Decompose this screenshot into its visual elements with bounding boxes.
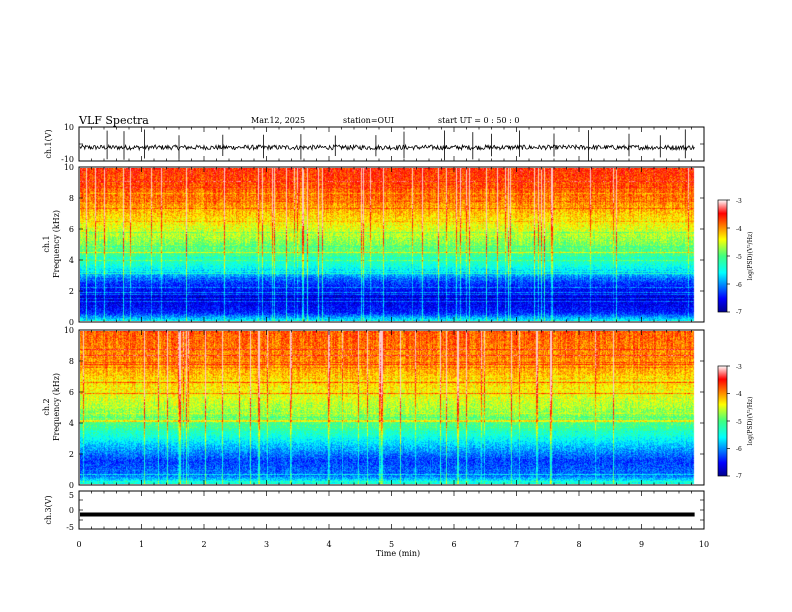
x-axis-tick-label: 1 <box>139 540 144 549</box>
ch2-spectrogram-panel: 0 2 4 6 8 10 ch.2Frequency (kHz) -3 -4 -… <box>42 326 754 490</box>
ch1-spectrogram-ytick-8: 8 <box>69 194 74 203</box>
ch1-waveform-ticks <box>78 127 705 161</box>
ch1-spectrogram-panel: 0 2 4 6 8 10 ch.1Frequency (kHz) -3 -4 -… <box>42 163 754 327</box>
ch1-spectrogram-ytick-6: 6 <box>69 225 74 234</box>
ch1-colorbar-tick-m5: -5 <box>736 254 742 261</box>
ch2-spectrogram-image <box>80 331 703 484</box>
ch1-spectrogram-ticks <box>78 167 705 322</box>
ch2-spectrogram-ytick-2: 2 <box>69 450 74 459</box>
ch1-waveform-frame <box>78 126 705 162</box>
ch2-spectrogram-ytick-4: 4 <box>69 419 74 428</box>
ch3-waveform-ytick-bottom: -5 <box>66 523 74 532</box>
ch3-waveform-ytick-mid: 0 <box>69 506 74 515</box>
ch2-colorbar-ticks <box>727 365 730 477</box>
ch1-waveform-ytick-bottom: -10 <box>61 155 74 164</box>
ch2-colorbar-label: log(PSD)(V²/Hz) <box>747 397 754 446</box>
ch1-spectrogram-ytick-10: 10 <box>64 163 74 172</box>
x-axis-tick-label: 3 <box>264 540 269 549</box>
ch2-colorbar-tick-m7: -7 <box>736 473 742 480</box>
start-time-label: start UT = 0 : 50 : 0 <box>438 116 519 125</box>
ch1-waveform-ytick-top: 10 <box>64 123 74 132</box>
ch1-spectrogram-image <box>80 168 703 321</box>
ch1-spectrogram-ytick-4: 4 <box>69 256 74 265</box>
ch1-colorbar-tick-m6: -6 <box>736 282 742 289</box>
ch1-colorbar-tick-m4: -4 <box>736 226 742 233</box>
ch1-colorbar-tick-m7: -7 <box>736 309 742 316</box>
ch1-colorbar <box>717 199 728 313</box>
x-axis-tick-labels: 0 1 2 3 4 5 6 7 8 9 10 <box>76 540 709 549</box>
ch2-spectrogram-ytick-6: 6 <box>69 388 74 397</box>
x-axis-tick-label: 9 <box>639 540 644 549</box>
ch1-waveform-ylabel: ch.1(V) <box>44 129 53 158</box>
ch3-waveform-ticks <box>78 491 705 529</box>
ch2-colorbar-tick-m5: -5 <box>736 419 742 426</box>
ch1-colorbar-ticks <box>727 199 730 313</box>
ch2-colorbar <box>717 365 728 477</box>
ch3-waveform-ylabel: ch.3(V) <box>44 495 53 524</box>
ch2-colorbar-tick-m6: -6 <box>736 446 742 453</box>
ch1-waveform-trace <box>79 129 695 161</box>
x-axis-tick-label: 6 <box>451 540 456 549</box>
station-label: station=OUI <box>343 116 394 125</box>
x-axis-tick-label: 8 <box>576 540 581 549</box>
ch1-colorbar-tick-m3: -3 <box>736 198 742 205</box>
ch1-waveform-panel: 10 -10 ch.1(V) <box>44 123 705 164</box>
ch2-spectrogram-ticks <box>78 330 705 485</box>
x-axis-label: Time (min) <box>376 549 420 558</box>
ch3-waveform-panel: 5 0 -5 ch.3(V) <box>44 490 705 532</box>
ch1-colorbar-label: log(PSD)(V²/Hz) <box>747 232 754 281</box>
ch3-waveform-frame <box>78 490 705 530</box>
ch1-spectrogram-ylabel: ch.1Frequency (kHz) <box>42 210 61 278</box>
ch2-spectrogram-ytick-0: 0 <box>69 481 74 490</box>
x-axis-tick-label: 7 <box>514 540 519 549</box>
ch2-colorbar-tick-m3: -3 <box>736 364 742 371</box>
date-label: Mar.12, 2025 <box>251 116 305 125</box>
ch2-spectrogram-ytick-8: 8 <box>69 357 74 366</box>
ch2-spectrogram-ylabel: ch.2Frequency (kHz) <box>42 373 61 441</box>
x-axis-tick-label: 4 <box>326 540 331 549</box>
x-axis-tick-label: 2 <box>201 540 206 549</box>
ch1-spectrogram-ytick-2: 2 <box>69 287 74 296</box>
ch3-waveform-ytick-top: 5 <box>69 491 74 500</box>
x-axis-tick-label: 10 <box>699 540 709 549</box>
ch1-spectrogram-ytick-0: 0 <box>69 318 74 327</box>
figure-title: VLF Spectra <box>78 114 149 127</box>
ch2-spectrogram-ytick-10: 10 <box>64 326 74 335</box>
ch2-colorbar-tick-m4: -4 <box>736 391 742 398</box>
x-axis-tick-label: 0 <box>76 540 81 549</box>
x-axis-tick-label: 5 <box>389 540 394 549</box>
